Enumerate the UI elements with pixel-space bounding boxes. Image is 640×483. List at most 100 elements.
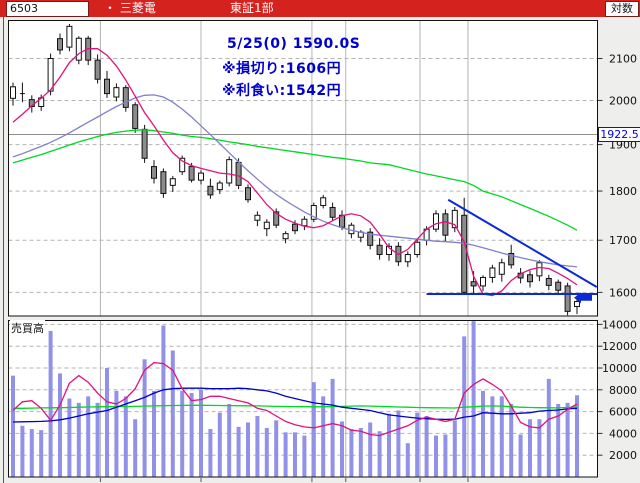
stock-name-label: ・ 三菱電 [104,1,156,15]
volume-bar [499,396,504,477]
candle-down [132,104,139,129]
candle-up [386,245,392,256]
volume-bar [396,410,401,477]
volume-bar [170,350,175,477]
price-tick-label: 2000 [609,94,637,107]
volume-bar [424,415,429,477]
volume-tick-label: 6000 [609,406,637,419]
title-bar: 6503 ・ 三菱電 東証1部 対数 [0,0,640,17]
candle-down [527,274,533,283]
volume-bar [236,426,241,477]
candle-down [564,285,571,312]
candle-down [555,281,562,291]
volume-bar [340,421,344,477]
volume-bar [311,382,316,477]
candle-down [245,187,251,201]
volume-bar [11,375,15,477]
volume-tick-label: 4000 [609,427,637,440]
candle-down [292,223,298,232]
candle-down [235,161,242,186]
candle-up [113,87,120,98]
volume-bar [246,422,250,477]
volume-bar [302,435,307,477]
price-tick-label: 1800 [609,185,637,198]
candle-up [198,172,204,181]
candle-down [94,59,101,80]
stock-code-field[interactable]: 6503 [6,1,89,17]
candle-down [461,214,468,293]
volume-bar [575,395,579,477]
volume-bar [227,403,232,477]
price-pane [8,20,598,317]
candle-down [545,278,552,286]
volume-bar [264,427,269,477]
volume-bars [11,321,579,477]
volume-bar [283,432,288,477]
candle-up [480,276,486,287]
volume-bar [330,378,335,477]
candle-down [160,171,167,194]
price-tick-label: 1700 [609,234,637,247]
volume-tick-label: 12000 [602,340,637,353]
volume-bar [452,420,457,477]
volume-bar [142,359,147,477]
volume-tick-label: 10000 [602,362,637,375]
volume-bar [518,434,523,477]
candle-down [470,281,477,287]
volume-bar [556,403,561,477]
candle-down [122,87,129,108]
volume-bar [481,390,485,477]
candle-up [320,197,327,207]
candle-up [536,262,543,277]
candle-down [57,38,63,51]
candle-down [508,252,515,266]
candle-up [301,218,308,227]
candle-up [310,205,317,220]
volume-bar [20,425,25,477]
current-price-tag: 1922.5 [598,127,640,142]
candle-down [188,166,195,181]
candle-up [10,86,16,99]
candle-down [151,166,157,179]
candle-down [367,231,374,246]
volume-pane-label: 売買高 [10,320,45,336]
volume-bar [48,330,53,477]
candle-up [404,254,411,263]
candle-up [414,241,421,256]
volume-bar [189,393,194,477]
volume-bar [161,325,166,477]
volume-bar [293,432,297,477]
volume-bar [123,396,128,477]
candle-down [141,128,148,159]
volume-bar [76,402,81,477]
volume-bar [490,396,495,477]
price-ma-mid-line [12,94,578,268]
volume-bar [114,390,119,477]
volume-bar [274,420,279,477]
candle-up [574,301,580,307]
volume-pane [8,320,598,478]
take-profit-annotation: ※利食い:1542円 [222,83,342,99]
price-tick-label: 1600 [609,286,637,299]
candle-down [376,244,383,256]
log-scale-toggle[interactable]: 対数 [605,1,639,17]
volume-bar [415,412,420,477]
volume-ma-mid-line [12,387,578,423]
volume-bar [368,422,373,477]
candle-up [226,159,233,184]
entry-arrow-icon [574,292,592,304]
volume-bar [58,373,62,477]
volume-ma-long-line [13,404,578,409]
volume-bar [67,398,72,477]
volume-ma-short-line [12,361,578,437]
volume-tick-label: 2000 [609,449,637,462]
volume-bar [358,427,363,477]
candle-down [273,211,280,226]
candle-down [442,213,449,236]
volume-bar [405,443,410,477]
volume-bar [443,434,448,477]
volume-bar [471,321,476,477]
candle-up [498,262,505,275]
